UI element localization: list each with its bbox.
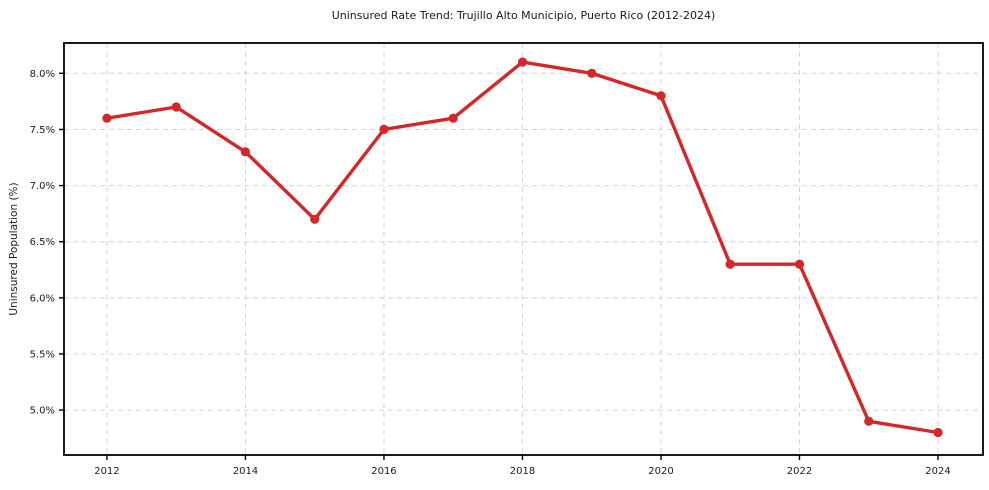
y-tick-label: 6.5% [30, 237, 55, 248]
data-point-marker [379, 124, 389, 134]
x-tick-label: 2020 [648, 466, 673, 477]
data-point-marker [240, 147, 250, 157]
y-tick-label: 8.0% [30, 69, 55, 80]
y-tick-label: 7.5% [30, 125, 55, 136]
y-tick-label: 5.0% [30, 406, 55, 417]
x-tick-label: 2018 [510, 466, 535, 477]
data-point-marker [310, 214, 320, 224]
x-tick-label: 2014 [233, 466, 258, 477]
data-point-marker [171, 102, 181, 112]
x-tick-label: 2022 [787, 466, 812, 477]
data-point-marker [656, 91, 666, 101]
x-tick-label: 2016 [371, 466, 396, 477]
data-point-marker [933, 427, 943, 438]
y-tick-label: 5.5% [30, 349, 55, 360]
data-point-marker [102, 113, 112, 123]
axes-frame [63, 42, 984, 456]
x-tick-label: 2012 [94, 466, 119, 477]
x-tick-label: 2024 [925, 466, 950, 477]
data-point-marker [794, 259, 805, 269]
data-point-marker [587, 68, 597, 78]
data-point-marker [448, 113, 458, 123]
data-point-marker [864, 416, 874, 426]
chart-title: Uninsured Rate Trend: Trujillo Alto Muni… [331, 9, 716, 22]
y-tick-label: 7.0% [30, 181, 55, 192]
data-point-marker [517, 57, 528, 67]
data-point-marker [725, 259, 735, 269]
y-tick-label: 6.0% [30, 293, 55, 304]
